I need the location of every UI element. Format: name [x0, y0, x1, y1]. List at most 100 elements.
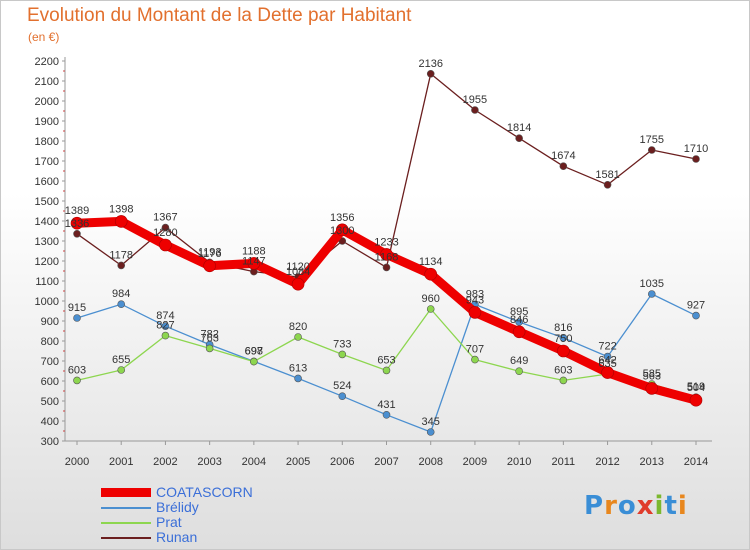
data-point [515, 367, 523, 376]
data-point [601, 366, 614, 379]
data-point [515, 134, 523, 142]
data-label: 1814 [507, 122, 531, 134]
data-point [159, 238, 172, 252]
data-label: 1581 [595, 169, 619, 181]
data-label: 763 [200, 332, 218, 344]
data-point [117, 366, 126, 374]
data-point [603, 181, 612, 189]
x-tick-label: 2013 [640, 456, 664, 468]
data-point [557, 344, 570, 358]
data-point [471, 355, 479, 364]
y-tick-label: 300 [41, 436, 59, 448]
data-label: 698 [245, 345, 263, 357]
data-label: 653 [377, 354, 395, 366]
x-tick-label: 2014 [684, 456, 708, 468]
data-point [114, 215, 128, 228]
legend-label: COATASCORN [156, 484, 253, 500]
data-point [338, 350, 347, 359]
data-point [471, 106, 479, 114]
x-tick-label: 2012 [595, 456, 619, 468]
y-tick-label: 1800 [35, 136, 59, 148]
x-tick-label: 2009 [463, 456, 487, 468]
legend-item-prat: Prat [101, 514, 361, 530]
data-point [692, 311, 700, 320]
x-tick-label: 2011 [552, 456, 576, 468]
data-point [559, 376, 568, 385]
data-point [692, 155, 700, 163]
data-label: 1755 [640, 134, 664, 146]
legend-swatch [101, 488, 151, 497]
y-tick-label: 1400 [35, 216, 59, 228]
y-tick-label: 700 [41, 356, 59, 368]
data-point [426, 428, 435, 436]
data-point [380, 248, 393, 261]
legend-label: Prat [156, 514, 182, 530]
data-label: 1955 [463, 94, 487, 106]
data-label: 895 [510, 306, 528, 318]
y-tick-label: 2200 [35, 56, 59, 68]
legend-label: Brélidy [156, 499, 199, 515]
data-point [338, 392, 347, 401]
data-label: 750 [554, 333, 572, 345]
y-tick-label: 900 [41, 316, 59, 328]
data-label: 1336 [65, 218, 89, 230]
data-label: 827 [156, 320, 174, 332]
data-label: 707 [466, 344, 484, 356]
data-point [247, 257, 261, 270]
data-label: 2136 [418, 58, 442, 70]
data-label: 603 [68, 364, 86, 376]
data-point [73, 314, 81, 322]
data-point [117, 261, 126, 270]
data-point [382, 366, 391, 375]
data-point [382, 263, 391, 272]
data-label: 1193 [198, 246, 222, 258]
y-tick-label: 2000 [35, 96, 59, 108]
data-point [512, 325, 526, 339]
data-label: 816 [554, 322, 572, 334]
logo-letter: i [654, 491, 665, 521]
data-point [335, 223, 349, 237]
legend-swatch [101, 522, 151, 524]
data-label: 431 [377, 399, 395, 411]
data-label: 1035 [640, 278, 664, 290]
y-tick-label: 1000 [35, 296, 59, 308]
y-tick-label: 1100 [35, 276, 59, 288]
logo-letter: r [604, 491, 618, 521]
y-tick-label: 400 [41, 416, 59, 428]
data-label: 1398 [109, 203, 133, 215]
data-point [161, 322, 170, 331]
data-label: 1367 [153, 212, 177, 224]
y-tick-label: 600 [41, 376, 59, 388]
data-point [647, 146, 656, 154]
data-point [689, 393, 703, 407]
x-tick-label: 2002 [153, 456, 177, 468]
data-point [426, 70, 435, 78]
data-label: 585 [643, 368, 661, 380]
data-point [205, 344, 214, 353]
y-tick-label: 1700 [35, 156, 59, 168]
data-point [161, 331, 170, 340]
data-point [294, 333, 302, 341]
y-tick-label: 1900 [35, 116, 59, 128]
data-point [603, 352, 612, 361]
data-point [73, 230, 81, 238]
data-label: 345 [422, 416, 440, 428]
data-label: 1188 [242, 245, 266, 257]
data-label: 504 [687, 382, 705, 394]
logo-letter: x [636, 491, 655, 521]
data-label: 613 [289, 362, 307, 374]
data-point [559, 162, 568, 170]
logo-letter: i [677, 491, 688, 521]
data-point [424, 267, 438, 281]
data-point [73, 376, 81, 385]
data-point [559, 333, 568, 342]
y-tick-label: 800 [41, 336, 59, 348]
data-label: 1356 [330, 212, 354, 224]
legend-item-runan: Runan [101, 529, 361, 545]
x-tick-label: 2001 [109, 456, 133, 468]
data-label: 1120 [286, 261, 310, 273]
data-label: 642 [598, 355, 616, 367]
data-point [203, 259, 216, 273]
data-label: 1084 [286, 266, 310, 278]
